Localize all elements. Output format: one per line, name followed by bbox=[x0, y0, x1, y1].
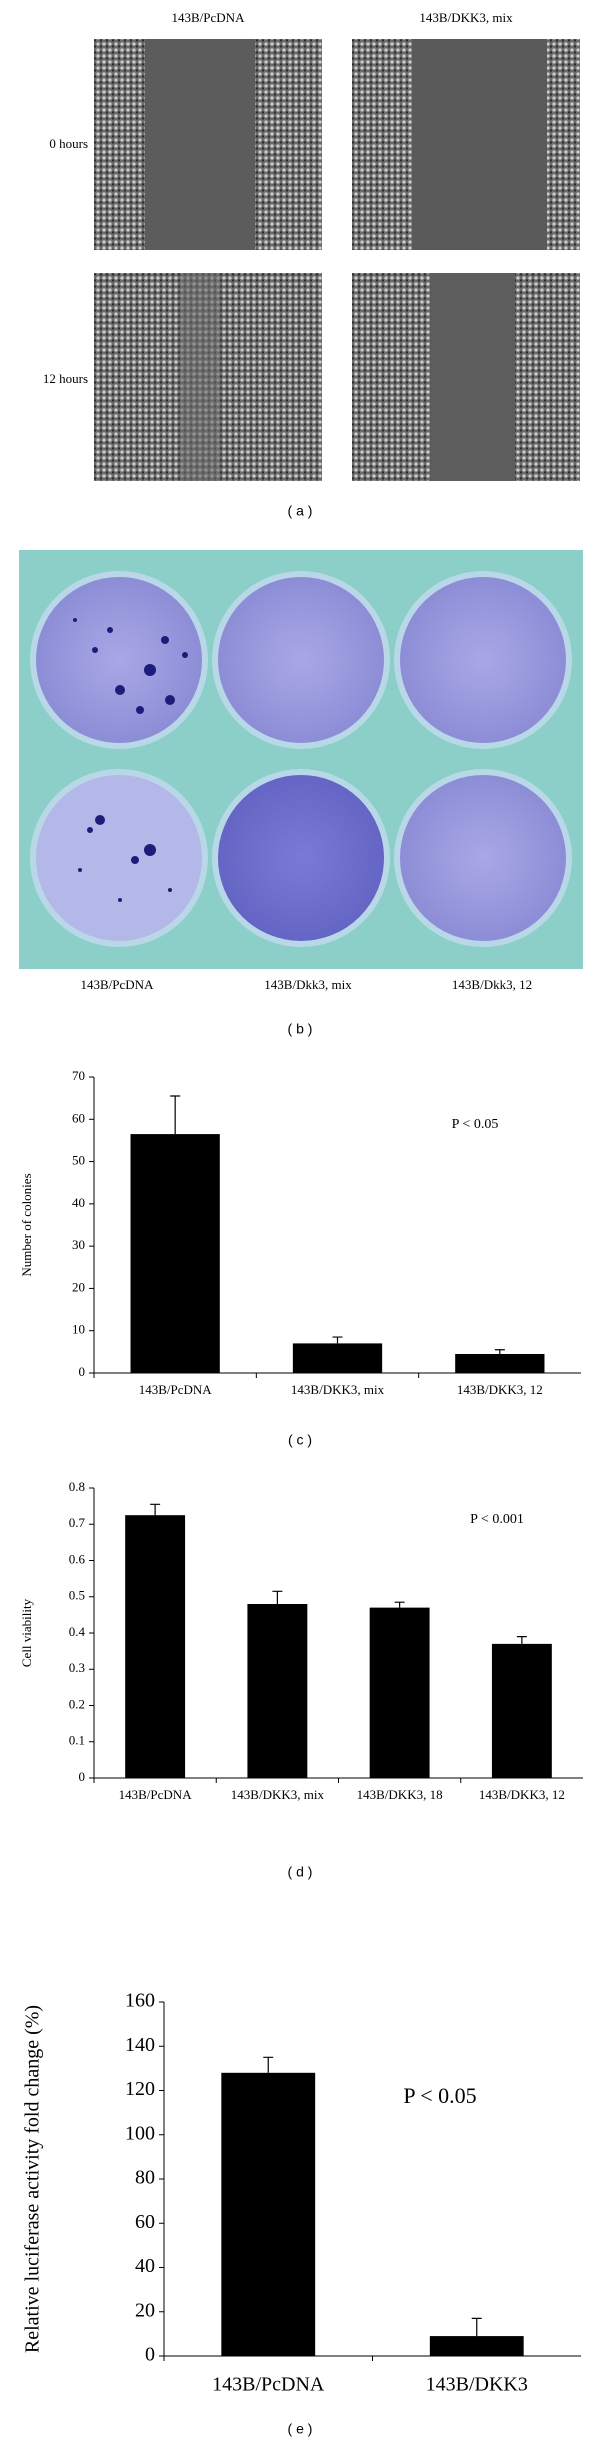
error-bar bbox=[170, 1095, 181, 1135]
y-tick-label: 100 bbox=[125, 2122, 155, 2144]
error-bar bbox=[272, 1590, 283, 1604]
y-tick-label: 30 bbox=[72, 1237, 85, 1252]
well bbox=[394, 571, 572, 749]
well bbox=[30, 571, 208, 749]
well-label: 143B/PcDNA bbox=[81, 977, 155, 992]
x-tick-label: 143B/DKK3 bbox=[426, 2374, 528, 2396]
bar bbox=[369, 1607, 430, 1778]
y-tick-label: 40 bbox=[72, 1195, 85, 1210]
annotation: P < 0.05 bbox=[452, 1117, 499, 1132]
plate-photo bbox=[19, 550, 583, 969]
y-tick-label: 20 bbox=[72, 1279, 85, 1294]
colonies bbox=[73, 618, 188, 902]
column-label: 143B/DKK3, mix bbox=[419, 10, 513, 25]
annotation: P < 0.001 bbox=[470, 1512, 524, 1527]
bar bbox=[247, 1604, 308, 1778]
x-tick-label: 143B/PcDNA bbox=[139, 1382, 213, 1397]
x-tick-label: 143B/DKK3, mix bbox=[291, 1382, 385, 1397]
error-bar bbox=[516, 1636, 527, 1644]
well bbox=[212, 769, 390, 947]
y-axis-label: Number of colonies bbox=[19, 1173, 34, 1276]
bar bbox=[455, 1353, 545, 1373]
well-label: 143B/Dkk3, mix bbox=[264, 977, 352, 992]
y-tick-label: 140 bbox=[125, 2034, 155, 2056]
bar bbox=[292, 1343, 383, 1373]
y-tick-label: 0 bbox=[79, 1364, 86, 1379]
y-tick-label: 0.3 bbox=[69, 1660, 85, 1675]
y-tick-label: 0.5 bbox=[69, 1588, 85, 1603]
panel-caption: ( d ) bbox=[288, 1864, 313, 1880]
well bbox=[30, 769, 208, 947]
bar bbox=[429, 2336, 524, 2356]
y-axis-label: Cell viability bbox=[19, 1598, 34, 1667]
y-tick-label: 0.2 bbox=[69, 1696, 85, 1711]
y-tick-label: 0.4 bbox=[69, 1624, 86, 1639]
bar bbox=[130, 1134, 220, 1373]
wound-gap bbox=[430, 273, 515, 481]
y-tick-label: 50 bbox=[72, 1153, 85, 1168]
y-tick-label: 0.6 bbox=[69, 1551, 86, 1566]
y-tick-label: 20 bbox=[135, 2299, 155, 2321]
panel-caption: ( b ) bbox=[288, 1021, 313, 1037]
y-axis-label: Relative luciferase activity fold change… bbox=[22, 2005, 44, 2353]
wound-gap bbox=[145, 39, 255, 250]
x-tick-label: 143B/DKK3, mix bbox=[231, 1787, 325, 1802]
error-bar bbox=[150, 1503, 161, 1516]
error-bar bbox=[471, 2317, 482, 2337]
error-bar bbox=[494, 1349, 505, 1354]
well-label: 143B/Dkk3, 12 bbox=[452, 977, 532, 992]
y-tick-label: 0 bbox=[79, 1769, 86, 1784]
y-tick-label: 160 bbox=[125, 1990, 155, 2012]
panel-caption: ( e ) bbox=[288, 2421, 313, 2437]
wound-gap bbox=[180, 273, 220, 481]
y-tick-label: 80 bbox=[135, 2167, 155, 2189]
panel-caption: ( a ) bbox=[288, 503, 313, 519]
error-bar bbox=[263, 2056, 274, 2073]
x-tick-label: 143B/PcDNA bbox=[212, 2374, 325, 2396]
error-bar bbox=[332, 1336, 343, 1344]
annotation: P < 0.05 bbox=[403, 2083, 476, 2108]
y-tick-label: 120 bbox=[125, 2078, 155, 2100]
y-tick-label: 10 bbox=[72, 1322, 85, 1337]
x-tick-label: 143B/DKK3, 18 bbox=[357, 1787, 443, 1802]
y-tick-label: 70 bbox=[72, 1068, 85, 1083]
x-tick-label: 143B/DKK3, 12 bbox=[457, 1382, 543, 1397]
well bbox=[394, 769, 572, 947]
column-label: 143B/PcDNA bbox=[172, 10, 246, 25]
y-tick-label: 60 bbox=[135, 2211, 155, 2233]
y-tick-label: 0.1 bbox=[69, 1733, 85, 1748]
error-bar bbox=[394, 1601, 405, 1608]
y-tick-label: 0.7 bbox=[69, 1515, 86, 1530]
y-tick-label: 0 bbox=[145, 2344, 155, 2366]
bar bbox=[125, 1515, 186, 1778]
row-label: 0 hours bbox=[49, 136, 88, 151]
wound-gap bbox=[412, 39, 547, 250]
well bbox=[212, 571, 390, 749]
row-label: 12 hours bbox=[43, 371, 88, 386]
bar bbox=[491, 1643, 552, 1778]
panel-caption: ( c ) bbox=[288, 1432, 312, 1448]
micrograph-grid bbox=[94, 39, 580, 481]
y-tick-label: 40 bbox=[135, 2255, 155, 2277]
bar bbox=[221, 2072, 316, 2356]
y-tick-label: 0.8 bbox=[69, 1479, 85, 1494]
y-tick-label: 60 bbox=[72, 1110, 85, 1125]
x-tick-label: 143B/PcDNA bbox=[119, 1787, 193, 1802]
x-tick-label: 143B/DKK3, 12 bbox=[479, 1787, 565, 1802]
